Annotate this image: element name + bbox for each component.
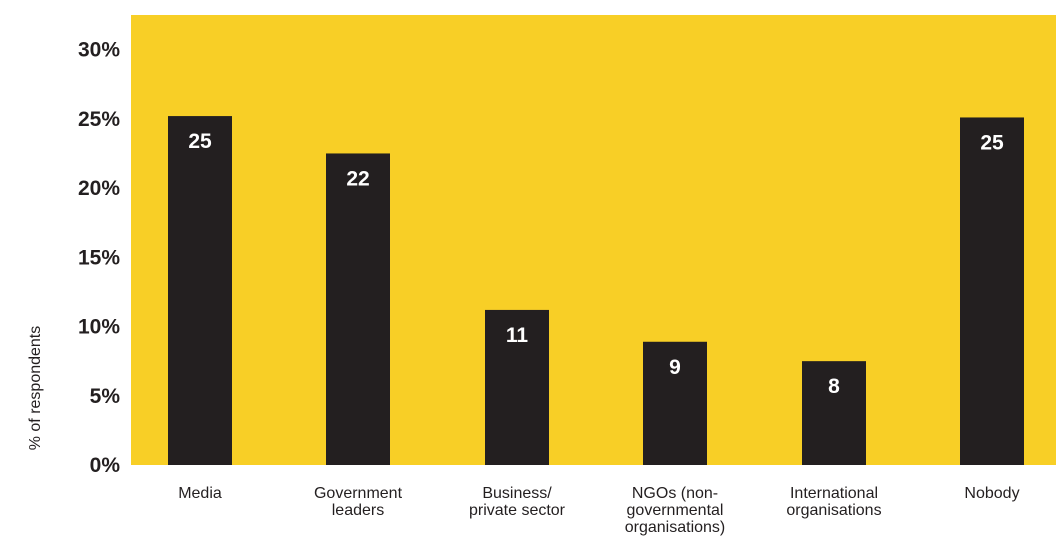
- bar: [802, 361, 866, 465]
- y-tick-label: 30%: [78, 39, 120, 62]
- x-tick-label: Media: [178, 485, 222, 502]
- x-axis-ticks: Media Government leaders Business/private s…: [178, 485, 1019, 536]
- y-tick-label: 25%: [78, 108, 120, 131]
- x-tick-label: NGOs (non-governmental organisations): [625, 485, 726, 536]
- bar-data-label: 9: [669, 356, 681, 379]
- bar-data-label: 11: [506, 324, 529, 347]
- x-tick-label: Government leaders: [314, 485, 403, 519]
- bar-data-label: 22: [346, 167, 369, 190]
- y-tick-label: 0%: [90, 454, 121, 477]
- y-tick-label: 10%: [78, 316, 120, 339]
- bars: 25 22 11 9 8 25: [168, 116, 1024, 466]
- y-tick-label: 5%: [90, 385, 121, 408]
- y-tick-label: 15%: [78, 246, 120, 269]
- plot-background: [131, 15, 1056, 465]
- x-tick-label: Business/private sector: [469, 485, 566, 519]
- bar: [485, 309, 549, 465]
- bar-data-label: 25: [188, 130, 212, 153]
- bar-data-label: 25: [980, 131, 1004, 154]
- y-axis-label: % of respondents: [27, 326, 44, 451]
- bar-data-label: 8: [828, 375, 840, 398]
- x-tick-label: International organisations: [786, 485, 881, 519]
- bar: [326, 153, 390, 465]
- bar: [643, 341, 707, 465]
- bar: [960, 117, 1024, 465]
- y-tick-label: 20%: [78, 177, 120, 200]
- y-axis-ticks: 0% 5% 10% 15% 20% 25% 30%: [78, 39, 120, 477]
- bar: [168, 116, 232, 466]
- x-tick-label: Nobody: [964, 485, 1019, 502]
